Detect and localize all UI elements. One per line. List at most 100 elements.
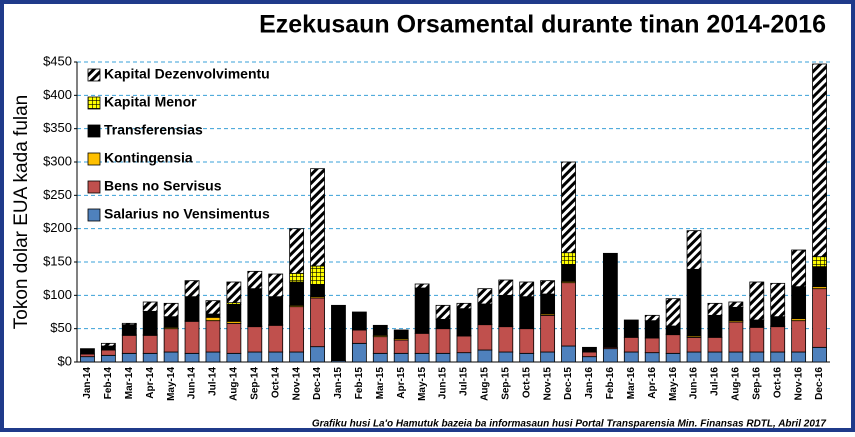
bar-segment (121, 352, 137, 363)
bar-segment (414, 283, 430, 289)
bar-segment (205, 300, 221, 315)
x-tick-label: Oct-16 (772, 367, 783, 399)
bar-segment (456, 335, 472, 354)
bar-segment (561, 264, 576, 282)
bar-segment (728, 301, 744, 308)
bar-segment (519, 281, 535, 298)
bar-segment (393, 339, 409, 354)
bar-segment (707, 351, 723, 363)
x-tick-label: Nov-14 (291, 367, 302, 401)
bar-segment (310, 346, 325, 363)
bar-segment (665, 298, 681, 327)
bar-segment (644, 337, 660, 354)
bar-segment (812, 256, 827, 268)
bar-segment (644, 320, 660, 339)
bar-segment (184, 352, 200, 363)
bar-segment (791, 351, 807, 363)
bar-segment (728, 306, 744, 322)
bar-segment (686, 230, 702, 270)
bar-segment (310, 265, 325, 286)
bar-segment (770, 351, 786, 363)
bar-segment (644, 314, 660, 322)
bar-segment (498, 326, 514, 353)
bar-segment (100, 349, 116, 356)
y-tick-label: $200 (43, 220, 72, 235)
legend-label: Kapital Menor (104, 94, 197, 110)
legend-swatch (87, 180, 101, 194)
x-tick-label: Nov-15 (542, 367, 553, 401)
bar-segment (623, 319, 639, 338)
bar-segment (477, 349, 493, 363)
bar-segment (268, 324, 284, 353)
bar-segment (205, 351, 221, 363)
bar-segment (372, 336, 388, 354)
bar-segment (791, 286, 807, 320)
x-tick-label: Jul-15 (459, 367, 470, 396)
x-tick-label: Nov-16 (793, 367, 804, 401)
bar-segment (393, 329, 409, 340)
bar-segment (142, 352, 158, 363)
x-tick-label: Jan-16 (584, 367, 595, 399)
x-tick-label: Mar-15 (375, 367, 386, 400)
legend-swatch (87, 96, 101, 110)
bar-segment (791, 249, 807, 288)
bar-segment (623, 336, 639, 353)
bar-segment (163, 328, 179, 353)
footnote: Grafiku husi La'o Hamutuk bazeia ba info… (312, 419, 827, 430)
legend-label: Kapital Dezenvolvimentu (104, 66, 270, 82)
bar-segment (812, 346, 827, 363)
bar-segment (665, 334, 681, 354)
bar-segment (414, 352, 430, 363)
x-tick-label: Feb-15 (354, 367, 365, 400)
bar-segment (498, 294, 514, 327)
bar-segment (351, 329, 367, 344)
bar-segment (351, 311, 367, 331)
bar-segment (100, 354, 116, 363)
legend-swatch (87, 124, 101, 138)
bar-segment (100, 342, 116, 347)
bar-segment (540, 314, 556, 353)
x-tick-label: Dec-14 (312, 367, 323, 400)
bar-segment (310, 168, 325, 267)
x-tick-label: Jan-15 (333, 367, 344, 399)
bar-segment (749, 281, 765, 321)
x-tick-label: Dec-16 (814, 367, 825, 400)
bar-segment (456, 352, 472, 363)
bar-segment (205, 316, 221, 322)
bar-segment (707, 336, 723, 353)
y-tick-label: $450 (43, 53, 72, 68)
bar-segment (289, 351, 305, 363)
bar-segment (247, 288, 263, 327)
bar-segment (184, 280, 200, 298)
bar-segment (519, 352, 535, 363)
x-tick-label: Sep-15 (500, 367, 511, 400)
bar-segment (80, 353, 95, 358)
x-tick-label: May-14 (166, 367, 177, 401)
legend-swatch (87, 152, 101, 166)
bar-segment (728, 321, 744, 353)
bar-segment (121, 322, 137, 326)
bar-segment (749, 326, 765, 353)
legend-label: Salarius no Vensimentus (104, 206, 270, 222)
y-tick-label: $300 (43, 153, 72, 168)
bar-segment (498, 351, 514, 363)
bar-segment (602, 348, 618, 363)
bar-segment (686, 351, 702, 363)
legend-label: Transferensias (104, 122, 203, 138)
bar-segment (142, 310, 158, 336)
x-tick-label: Jun-14 (187, 367, 198, 400)
bar-segment (561, 282, 576, 347)
bar-segment (268, 296, 284, 326)
bar-segment (414, 332, 430, 354)
x-tick-label: Feb-16 (605, 367, 616, 400)
bar-segment (435, 352, 451, 363)
bar-segment (519, 296, 535, 329)
bar-segment (561, 345, 576, 363)
x-tick-label: May-16 (668, 367, 679, 401)
bar-segment (247, 326, 263, 353)
bar-segment (770, 316, 786, 327)
legend-swatch (87, 208, 101, 222)
bar-segment (100, 345, 116, 351)
legend-label: Kontingensia (104, 150, 193, 166)
